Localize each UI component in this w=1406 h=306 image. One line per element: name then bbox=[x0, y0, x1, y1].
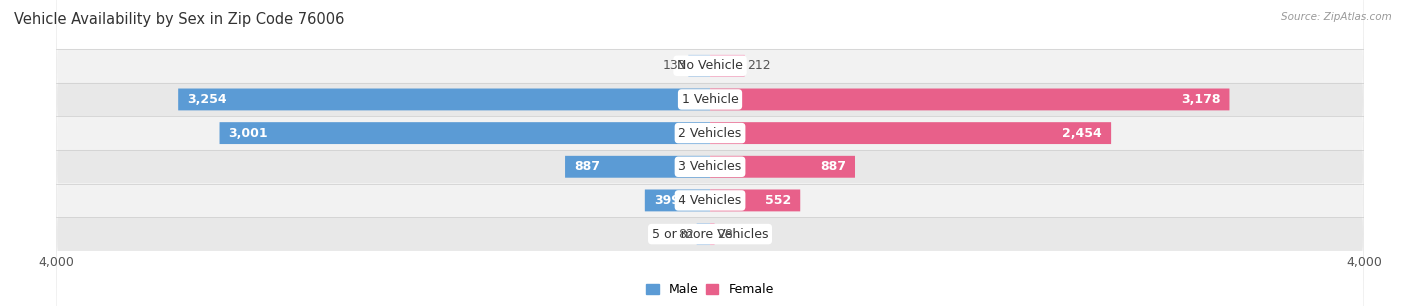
Text: 887: 887 bbox=[820, 160, 846, 173]
Text: Source: ZipAtlas.com: Source: ZipAtlas.com bbox=[1281, 12, 1392, 22]
Text: 887: 887 bbox=[574, 160, 600, 173]
FancyBboxPatch shape bbox=[565, 156, 710, 178]
FancyBboxPatch shape bbox=[696, 223, 710, 245]
Text: 133: 133 bbox=[662, 59, 686, 72]
Text: 3,001: 3,001 bbox=[229, 127, 269, 140]
Text: 3,254: 3,254 bbox=[187, 93, 226, 106]
Text: Vehicle Availability by Sex in Zip Code 76006: Vehicle Availability by Sex in Zip Code … bbox=[14, 12, 344, 27]
Text: 212: 212 bbox=[747, 59, 770, 72]
Text: 5 or more Vehicles: 5 or more Vehicles bbox=[652, 228, 768, 241]
Text: 3 Vehicles: 3 Vehicles bbox=[679, 160, 741, 173]
Text: 82: 82 bbox=[678, 228, 695, 241]
FancyBboxPatch shape bbox=[710, 156, 855, 178]
FancyBboxPatch shape bbox=[689, 55, 710, 77]
FancyBboxPatch shape bbox=[56, 0, 1364, 306]
Legend: Male, Female: Male, Female bbox=[641, 278, 779, 301]
FancyBboxPatch shape bbox=[179, 88, 710, 110]
FancyBboxPatch shape bbox=[710, 223, 714, 245]
Text: 4 Vehicles: 4 Vehicles bbox=[679, 194, 741, 207]
Text: 3,178: 3,178 bbox=[1181, 93, 1220, 106]
FancyBboxPatch shape bbox=[56, 0, 1364, 306]
Text: No Vehicle: No Vehicle bbox=[678, 59, 742, 72]
FancyBboxPatch shape bbox=[56, 0, 1364, 306]
FancyBboxPatch shape bbox=[710, 55, 745, 77]
Text: 2 Vehicles: 2 Vehicles bbox=[679, 127, 741, 140]
Text: 28: 28 bbox=[717, 228, 733, 241]
Text: 1 Vehicle: 1 Vehicle bbox=[682, 93, 738, 106]
Text: 2,454: 2,454 bbox=[1063, 127, 1102, 140]
Text: 552: 552 bbox=[765, 194, 792, 207]
FancyBboxPatch shape bbox=[710, 122, 1111, 144]
FancyBboxPatch shape bbox=[56, 0, 1364, 306]
FancyBboxPatch shape bbox=[710, 189, 800, 211]
FancyBboxPatch shape bbox=[710, 88, 1229, 110]
FancyBboxPatch shape bbox=[56, 0, 1364, 306]
FancyBboxPatch shape bbox=[645, 189, 710, 211]
FancyBboxPatch shape bbox=[219, 122, 710, 144]
FancyBboxPatch shape bbox=[56, 0, 1364, 306]
Text: 399: 399 bbox=[654, 194, 679, 207]
